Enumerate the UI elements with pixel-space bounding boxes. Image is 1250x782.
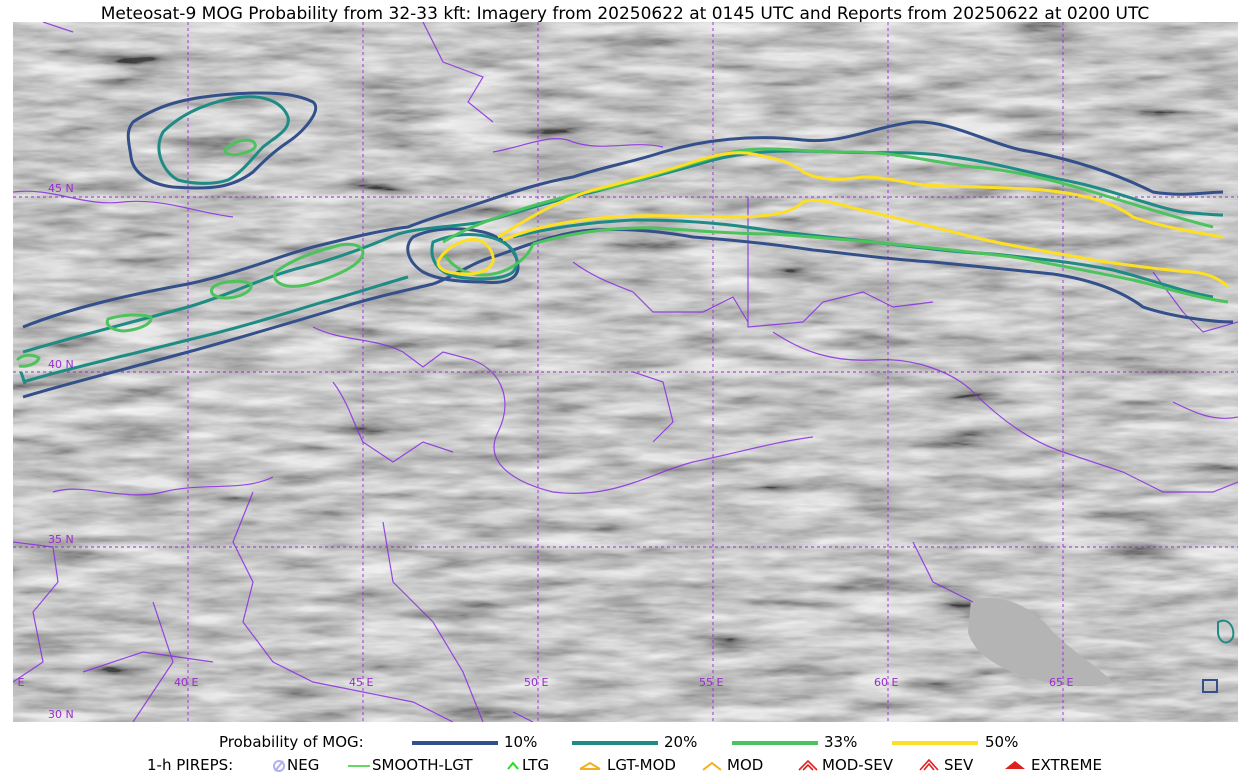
lgt-mod-icon	[579, 761, 601, 770]
lat-label-45n: 45 N	[48, 182, 74, 195]
lat-lon-grid	[13, 22, 1238, 722]
legend-label-mod: MOD	[727, 756, 764, 774]
lon-label-35e: 35 E	[13, 676, 25, 689]
legend-label-extreme: EXTREME	[1031, 756, 1102, 774]
legend-label-20pct: 20%	[664, 733, 698, 751]
legend-label-sev: SEV	[944, 756, 974, 774]
swatch-33pct	[732, 741, 818, 745]
contour-33pct	[15, 138, 1229, 368]
smooth-lgt-icon	[348, 765, 370, 767]
lon-label-55e: 55 E	[699, 676, 724, 689]
neg-icon	[273, 760, 285, 772]
lat-label-40n: 40 N	[48, 358, 74, 371]
lon-label-40e: 40 E	[174, 676, 199, 689]
swatch-10pct	[412, 741, 498, 745]
contour-10pct	[22, 91, 1234, 399]
lat-label-30n: 30 N	[48, 708, 74, 721]
smooth-water-patch	[968, 597, 1113, 687]
lon-label-60e: 60 E	[874, 676, 899, 689]
ltg-icon	[507, 761, 519, 770]
mod-icon	[702, 761, 722, 771]
country-borders	[13, 22, 1238, 722]
legend-label-lgt-mod: LGT-MOD	[607, 756, 676, 774]
pirep-markers	[1202, 619, 1235, 693]
legend-label-smooth-lgt: SMOOTH-LGT	[372, 756, 473, 774]
pireps-legend: 1-h PIREPS: NEG SMOOTH-LGT LTG LGT-MOD M…	[0, 756, 1250, 776]
figure-title: Meteosat-9 MOG Probability from 32-33 kf…	[100, 4, 1150, 24]
legend-label-mod-sev: MOD-SEV	[822, 756, 893, 774]
probability-legend: Probability of MOG: 10% 20% 33% 50%	[0, 733, 1250, 753]
lon-label-65e: 65 E	[1049, 676, 1074, 689]
legend-label-ltg: LTG	[522, 756, 550, 774]
extreme-icon	[1005, 761, 1025, 769]
swatch-50pct	[892, 741, 978, 745]
map-canvas	[13, 22, 1238, 722]
legend-label-10pct: 10%	[504, 733, 538, 751]
satellite-map: 45 N 40 N 35 N 30 N 35 E 40 E 45 E 50 E …	[13, 22, 1238, 722]
lat-label-35n: 35 N	[48, 533, 74, 546]
swatch-20pct	[572, 741, 658, 745]
legend-label-33pct: 33%	[824, 733, 858, 751]
sev-icon	[919, 758, 939, 771]
probability-legend-title: Probability of MOG:	[219, 733, 364, 751]
lon-label-45e: 45 E	[349, 676, 374, 689]
legend-label-neg: NEG	[287, 756, 320, 774]
mod-sev-icon	[798, 759, 818, 771]
contour-50pct	[436, 151, 1230, 289]
lon-label-50e: 50 E	[524, 676, 549, 689]
legend-label-50pct: 50%	[985, 733, 1019, 751]
pireps-legend-title: 1-h PIREPS:	[147, 756, 234, 774]
